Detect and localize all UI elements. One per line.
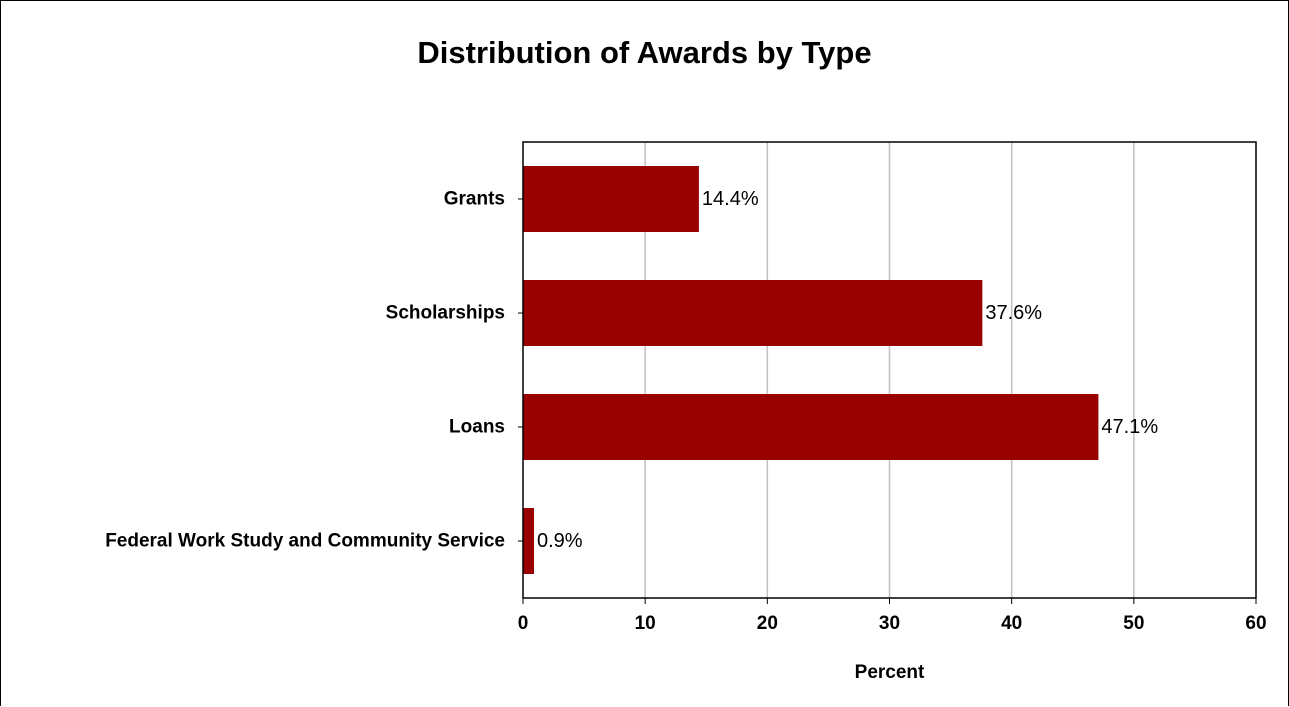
category-label: Loans <box>449 417 505 438</box>
data-label: 14.4% <box>702 188 759 210</box>
x-tick-label: 0 <box>518 613 529 634</box>
category-label: Grants <box>444 189 505 210</box>
x-tick-label: 30 <box>879 613 900 634</box>
bar <box>523 394 1099 460</box>
bar <box>523 508 534 574</box>
chart-title: Distribution of Awards by Type <box>417 35 872 70</box>
data-label: 0.9% <box>537 530 583 552</box>
x-tick-label: 10 <box>635 613 656 634</box>
x-tick-label: 20 <box>757 613 778 634</box>
bar <box>523 280 983 346</box>
data-label: 47.1% <box>1101 416 1158 438</box>
category-label: Federal Work Study and Community Service <box>105 531 505 552</box>
category-label: Scholarships <box>386 303 505 324</box>
x-axis-title: Percent <box>855 662 925 683</box>
x-tick-label: 50 <box>1123 613 1144 634</box>
x-tick-label: 60 <box>1245 613 1266 634</box>
data-label: 37.6% <box>985 302 1042 324</box>
x-tick-label: 40 <box>1001 613 1022 634</box>
bar <box>523 166 699 232</box>
